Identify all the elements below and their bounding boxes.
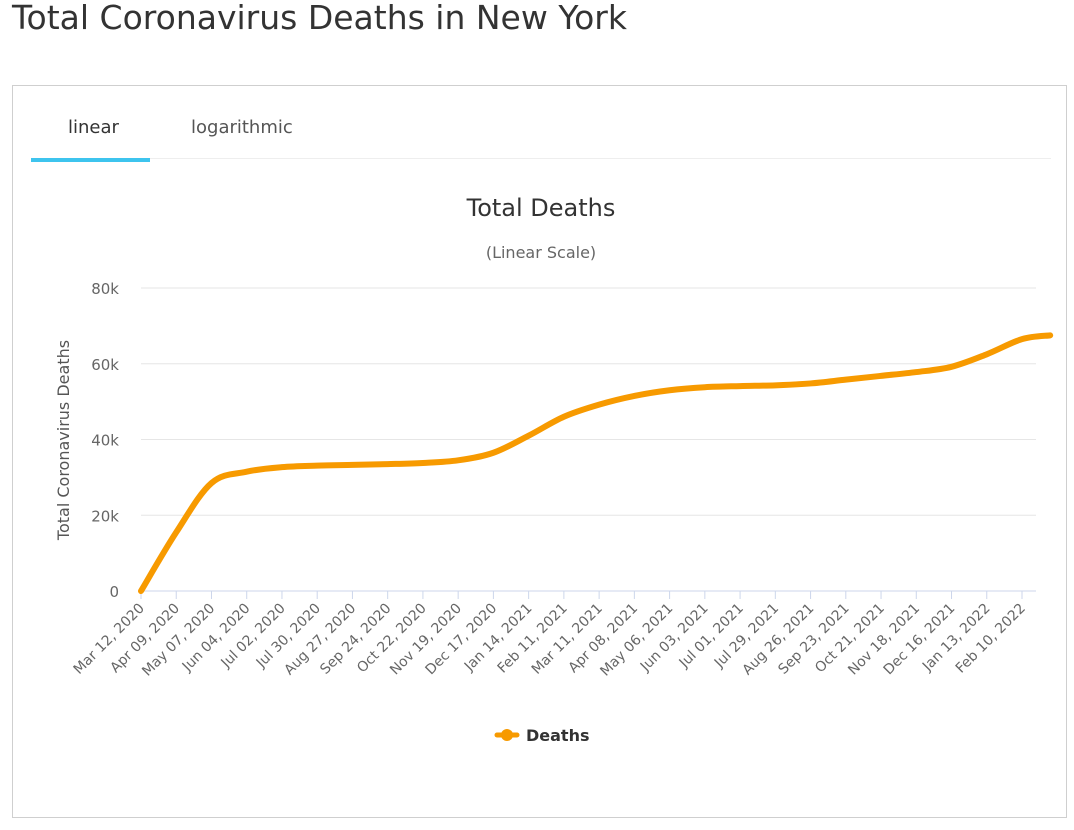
- chart-subtitle: (Linear Scale): [486, 243, 596, 262]
- y-tick-label: 40k: [91, 432, 119, 450]
- legend-label[interactable]: Deaths: [526, 726, 590, 745]
- legend-marker: [501, 729, 513, 741]
- page-title: Total Coronavirus Deaths in New York: [12, 0, 627, 37]
- y-axis-title: Total Coronavirus Deaths: [54, 340, 73, 541]
- tab-logarithmic[interactable]: logarithmic: [191, 117, 293, 138]
- y-axis-ticks: 0 20k 40k 60k 80k: [91, 280, 119, 601]
- y-tick-label: 60k: [91, 356, 119, 374]
- chart-panel: linear logarithmic: [12, 85, 1067, 818]
- series-deaths: [138, 332, 1054, 594]
- series-line-deaths: [138, 332, 1054, 594]
- tab-linear[interactable]: linear: [68, 117, 119, 138]
- scale-tabs: linear logarithmic: [31, 86, 1051, 162]
- legend[interactable]: Deaths: [494, 726, 590, 745]
- y-tick-label: 0: [109, 583, 119, 601]
- active-tab-indicator: [31, 158, 150, 162]
- chart-title: Total Deaths: [466, 194, 616, 222]
- y-tick-label: 80k: [91, 280, 119, 298]
- y-tick-label: 20k: [91, 507, 119, 525]
- grid-lines: [141, 287, 1036, 592]
